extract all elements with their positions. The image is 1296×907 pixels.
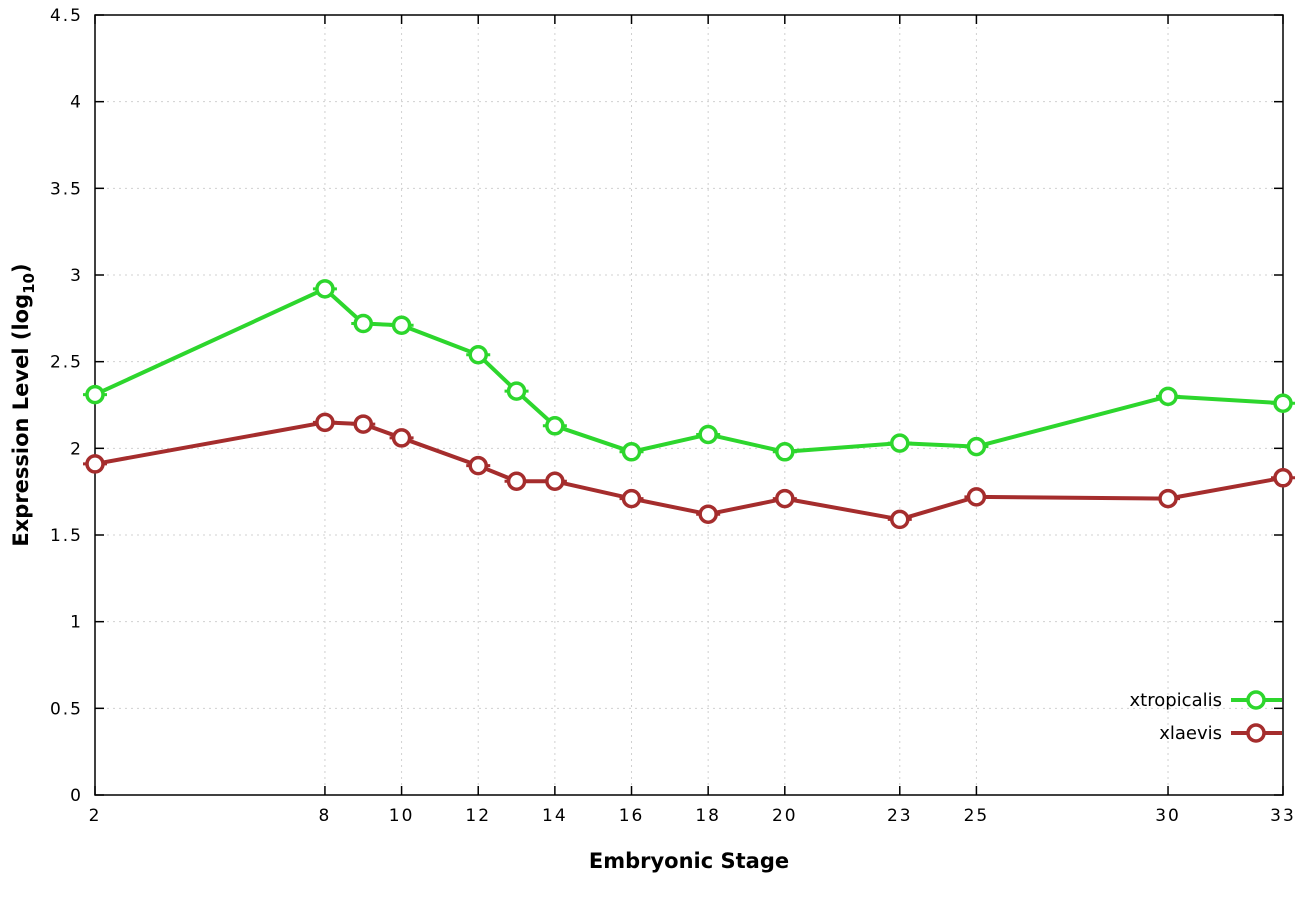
y-tick-label: 2.5 bbox=[50, 353, 83, 373]
data-point-xtropicalis bbox=[506, 381, 527, 401]
x-tick-label: 33 bbox=[1270, 806, 1296, 826]
data-point-xtropicalis bbox=[966, 436, 987, 457]
data-point-xtropicalis bbox=[1273, 393, 1293, 414]
y-tick-label: 0 bbox=[70, 786, 83, 806]
tick-marks bbox=[94, 14, 1284, 796]
data-point-xlaevis bbox=[315, 412, 335, 433]
x-tick-label: 16 bbox=[619, 806, 645, 826]
data-point-xtropicalis bbox=[545, 416, 565, 436]
data-point-xlaevis bbox=[85, 454, 105, 474]
y-tick-label: 3.5 bbox=[50, 179, 83, 199]
data-point-xtropicalis bbox=[890, 433, 910, 453]
plot-border bbox=[94, 14, 1284, 796]
data-point-xtropicalis bbox=[468, 344, 488, 365]
x-tick-label: 30 bbox=[1155, 806, 1181, 826]
x-tick-labels: 2 8 10 12 14 16 18 20 23 25 30 33 bbox=[89, 806, 1296, 826]
x-tick-label: 2 bbox=[89, 806, 102, 826]
series-line-xtropicalis bbox=[94, 286, 1284, 454]
legend: xtropicalis xlaevis bbox=[1130, 690, 1282, 744]
data-point-xlaevis bbox=[966, 487, 987, 507]
data-point-xtropicalis bbox=[621, 442, 642, 462]
x-tick-label: 20 bbox=[772, 806, 798, 826]
y-tick-label: 4 bbox=[70, 93, 83, 113]
data-point-xtropicalis bbox=[85, 384, 105, 405]
grid-lines bbox=[94, 14, 1284, 796]
data-point-xtropicalis bbox=[775, 442, 795, 462]
legend-marker-xlaevis bbox=[1246, 723, 1266, 743]
data-point-xtropicalis bbox=[353, 313, 374, 334]
data-point-xlaevis bbox=[468, 455, 488, 476]
x-tick-label: 23 bbox=[887, 806, 913, 826]
data-point-xlaevis bbox=[890, 509, 910, 530]
data-point-xlaevis bbox=[391, 428, 412, 448]
legend-marker-xtropicalis bbox=[1246, 690, 1266, 710]
data-point-xlaevis bbox=[775, 488, 795, 509]
x-tick-label: 25 bbox=[964, 806, 990, 826]
y-tick-label: 3 bbox=[70, 266, 83, 286]
x-tick-label: 18 bbox=[695, 806, 721, 826]
data-point-xtropicalis bbox=[315, 279, 335, 299]
series-xlaevis bbox=[83, 412, 1295, 530]
data-point-xtropicalis bbox=[1158, 386, 1178, 407]
x-axis-title: Embryonic Stage bbox=[589, 849, 789, 873]
data-point-xtropicalis bbox=[698, 424, 718, 445]
x-tick-label: 8 bbox=[319, 806, 332, 826]
data-point-xlaevis bbox=[698, 504, 718, 524]
data-point-xlaevis bbox=[621, 488, 642, 509]
data-point-xlaevis bbox=[1158, 488, 1178, 509]
y-tick-label: 4.5 bbox=[50, 6, 83, 26]
data-point-xlaevis bbox=[545, 471, 565, 492]
y-tick-label: 1.5 bbox=[50, 526, 83, 546]
data-point-xlaevis bbox=[506, 471, 527, 492]
y-tick-label: 0.5 bbox=[50, 699, 83, 719]
series-xtropicalis bbox=[83, 279, 1295, 462]
x-tick-label: 12 bbox=[465, 806, 491, 826]
y-axis-title: Expression Level (log10) bbox=[9, 263, 38, 546]
y-tick-label: 2 bbox=[70, 439, 83, 459]
x-tick-label: 10 bbox=[389, 806, 415, 826]
x-tick-label: 14 bbox=[542, 806, 568, 826]
y-tick-labels: 0 0.5 1 1.5 2 2.5 3 3.5 4 4.5 bbox=[50, 6, 83, 806]
legend-label-xlaevis: xlaevis bbox=[1159, 723, 1222, 744]
data-point-xtropicalis bbox=[391, 315, 412, 336]
data-point-xlaevis bbox=[1273, 468, 1293, 488]
legend-label-xtropicalis: xtropicalis bbox=[1130, 690, 1222, 711]
data-point-xlaevis bbox=[353, 414, 374, 434]
y-tick-label: 1 bbox=[70, 613, 83, 633]
